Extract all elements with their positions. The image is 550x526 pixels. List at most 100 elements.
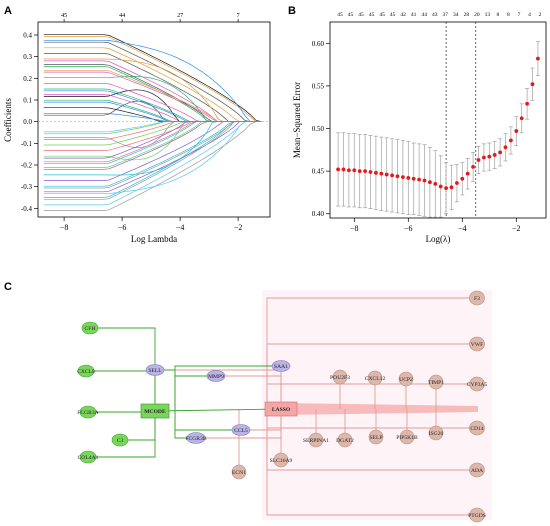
top-tick-label: 4 — [528, 12, 531, 18]
mse-point — [347, 168, 351, 173]
coefficient-path — [43, 41, 262, 123]
mse-point — [438, 184, 443, 189]
x-tick-label: −2 — [234, 223, 243, 232]
top-tick-label: 44 — [421, 12, 427, 18]
pink-node-label: ADA — [471, 468, 483, 474]
top-tick-label: 43 — [432, 12, 438, 18]
coefficient-path — [43, 121, 262, 206]
panel-label-c: C — [4, 281, 12, 293]
panel-a-xlabel: Log Lambda — [131, 234, 177, 244]
mcode-edge — [174, 365, 281, 411]
x-tick-label: −4 — [458, 224, 467, 233]
panel-b-ylabel: Mean−Squared Error — [292, 82, 302, 158]
panel-a-ylabel: Coefficients — [3, 98, 13, 142]
mse-point — [417, 177, 421, 182]
mse-point — [525, 101, 529, 106]
coefficient-path — [43, 121, 262, 200]
mse-point — [406, 176, 411, 180]
panel-a-axes: −8 −6 −4 −2 -0.4 -0.3 -0.2 -0.1 0.0 0.1 0.2 0.3 0.4 4… — [21, 13, 242, 232]
mse-point — [368, 170, 373, 174]
panel-b-axes: −8 −6 −4 −2 0.40 0.45 0.50 0.55 0.60 45 45 45 45 45 45… — [312, 12, 542, 233]
y-tick-label: -0.1 — [21, 140, 33, 148]
purple-node-shape — [271, 360, 291, 372]
coefficient-path — [43, 58, 262, 123]
coefficient-path — [43, 121, 262, 187]
mse-point — [471, 164, 475, 169]
pink-node-shape — [469, 420, 485, 436]
purple-node-label: CCL5 — [234, 428, 248, 434]
y-tick-label: 0.60 — [312, 40, 325, 48]
lasso-hub-shape — [264, 401, 298, 417]
mse-point — [449, 185, 454, 190]
pink-node-shape — [231, 464, 247, 480]
purple-node-label: FCGR3B — [185, 436, 206, 442]
mse-point — [509, 138, 513, 143]
top-tick-label: 44 — [119, 13, 125, 19]
pink-node-label: UCP2 — [399, 377, 413, 383]
pink-node-shape — [368, 429, 384, 445]
green-node-shape — [81, 321, 99, 335]
mcode-edge — [174, 411, 241, 431]
mse-point — [492, 153, 497, 157]
coefficient-path — [43, 121, 262, 195]
mse-point — [352, 168, 357, 173]
pink-node-shape — [399, 429, 415, 445]
pink-node-shape — [469, 507, 485, 523]
coefficient-path — [43, 39, 262, 123]
lasso-hub-label: LASSO — [272, 407, 291, 413]
panel-b-xlabel: Log(λ) — [426, 234, 451, 244]
top-tick-label: 8 — [507, 12, 510, 18]
pink-node-label: ECN1 — [232, 470, 246, 476]
panel-a-plot-area — [37, 21, 271, 218]
mse-point — [433, 182, 438, 186]
top-tick-label: 7 — [237, 13, 240, 19]
lasso-edge — [266, 409, 477, 516]
x-tick-label: −6 — [118, 223, 127, 232]
top-tick-label: 7 — [518, 12, 521, 18]
top-tick-label: 8 — [497, 12, 500, 18]
mse-point — [374, 170, 378, 175]
coefficient-path — [43, 47, 262, 123]
purple-node-shape — [206, 370, 226, 382]
top-tick-label: 34 — [453, 12, 459, 18]
mse-point — [514, 129, 519, 133]
top-tick-label: 45 — [61, 13, 67, 19]
coefficient-path — [43, 90, 262, 123]
pink-node-label: CD14 — [470, 426, 484, 432]
mse-point — [395, 174, 400, 179]
mse-point — [379, 171, 384, 176]
y-tick-label: 0.40 — [312, 210, 325, 218]
top-tick-label: 2 — [539, 12, 542, 18]
mse-point — [341, 167, 346, 172]
purple-node-shape — [145, 364, 165, 376]
pink-node-shape — [469, 290, 485, 306]
x-tick-label: −2 — [512, 224, 521, 233]
pink-node-label: DGAT2 — [336, 438, 354, 444]
mse-point — [498, 150, 502, 155]
pink-node-shape — [332, 369, 348, 385]
pink-node-shape — [273, 452, 289, 468]
mse-point — [530, 82, 535, 87]
y-tick-label: 0.50 — [312, 125, 325, 133]
coefficient-path — [43, 121, 262, 189]
green-node-shape — [111, 433, 129, 447]
green-node-label: C3 — [117, 438, 124, 444]
x-tick-label: −8 — [350, 224, 359, 233]
coefficient-path — [43, 34, 262, 123]
coefficient-path — [43, 112, 262, 123]
mse-point — [444, 186, 448, 191]
mse-point — [384, 172, 389, 177]
top-tick-label: 42 — [400, 12, 406, 18]
pink-node-shape — [469, 336, 485, 352]
purple-node-shape — [231, 424, 251, 436]
pink-node-label: VWF — [471, 342, 483, 348]
mse-point — [455, 181, 459, 185]
top-tick-label: 37 — [443, 12, 449, 18]
pink-node-shape — [469, 376, 485, 392]
coefficient-path — [43, 121, 262, 176]
coefficient-path — [43, 121, 262, 198]
panel-label-a: A — [4, 5, 12, 17]
pink-node-shape — [398, 371, 414, 387]
green-node-label: CFH — [85, 326, 96, 332]
mse-point — [390, 173, 394, 178]
